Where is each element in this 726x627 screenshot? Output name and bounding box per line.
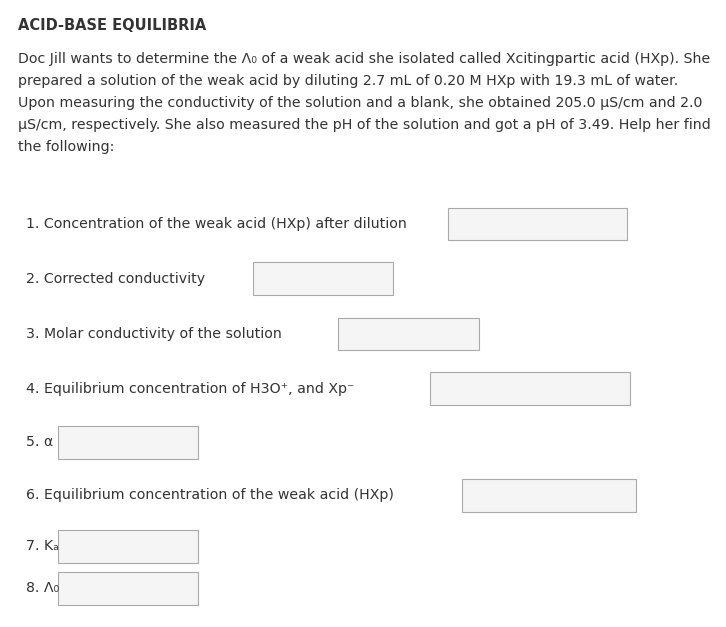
Bar	[58, 530, 198, 563]
Bar	[462, 479, 636, 512]
Bar	[253, 262, 393, 295]
Bar	[448, 208, 627, 240]
Text: 8. Λ₀: 8. Λ₀	[26, 581, 60, 596]
Text: 4. Equilibrium concentration of H3O⁺, and Xp⁻: 4. Equilibrium concentration of H3O⁺, an…	[26, 381, 354, 396]
Text: 6. Equilibrium concentration of the weak acid (HXp): 6. Equilibrium concentration of the weak…	[26, 488, 394, 502]
Text: 2. Corrected conductivity: 2. Corrected conductivity	[26, 271, 205, 285]
Text: Upon measuring the conductivity of the solution and a blank, she obtained 205.0 : Upon measuring the conductivity of the s…	[18, 96, 702, 110]
Bar	[58, 426, 198, 459]
Text: the following:: the following:	[18, 140, 115, 154]
Text: 5. α: 5. α	[26, 436, 53, 450]
Text: prepared a solution of the weak acid by diluting 2.7 mL of 0.20 M HXp with 19.3 : prepared a solution of the weak acid by …	[18, 74, 678, 88]
Text: 3. Molar conductivity of the solution: 3. Molar conductivity of the solution	[26, 327, 282, 341]
Text: μS/cm, respectively. She also measured the pH of the solution and got a pH of 3.: μS/cm, respectively. She also measured t…	[18, 118, 711, 132]
Bar	[338, 318, 479, 350]
Bar	[58, 572, 198, 605]
Bar	[430, 372, 630, 405]
Text: Doc Jill wants to determine the Λ₀ of a weak acid she isolated called Xcitingpar: Doc Jill wants to determine the Λ₀ of a …	[18, 52, 710, 66]
Text: 1. Concentration of the weak acid (HXp) after dilution: 1. Concentration of the weak acid (HXp) …	[26, 217, 407, 231]
Text: 7. Kₐ: 7. Kₐ	[26, 539, 59, 554]
Text: ACID-BASE EQUILIBRIA: ACID-BASE EQUILIBRIA	[18, 18, 206, 33]
